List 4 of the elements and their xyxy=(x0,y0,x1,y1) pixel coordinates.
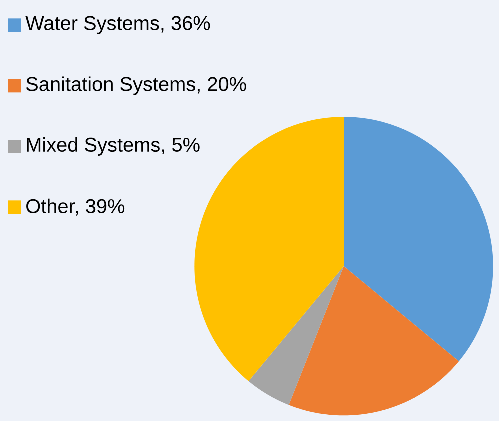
legend-label: Mixed Systems, 5% xyxy=(27,137,200,156)
legend-label: Water Systems, 36% xyxy=(26,16,210,34)
legend-label: Other, 39% xyxy=(26,198,125,216)
legend-label: Sanitation Systems, 20% xyxy=(26,76,246,96)
